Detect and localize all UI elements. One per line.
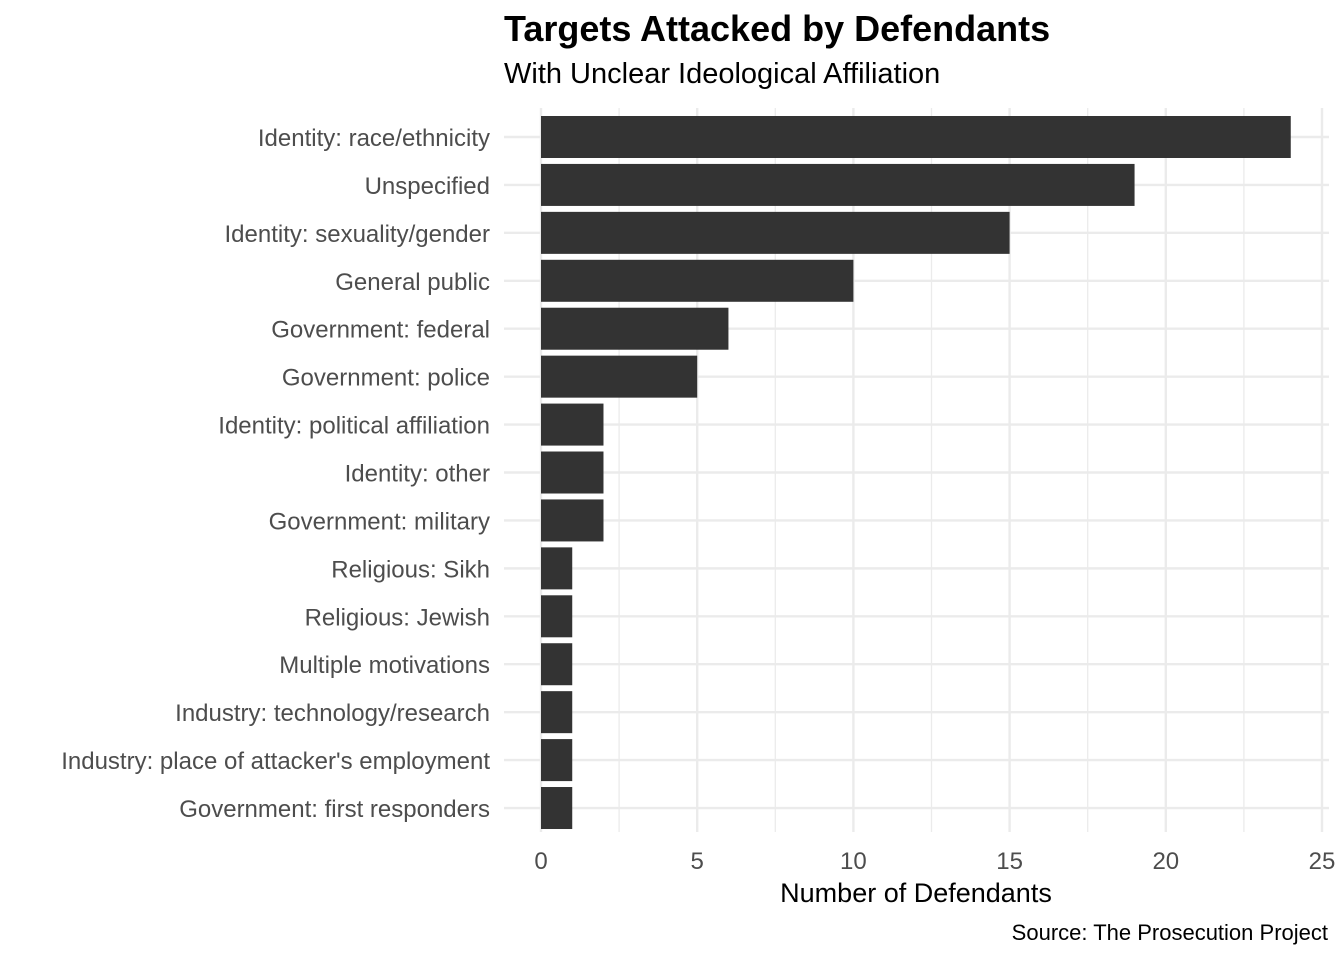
bar: [541, 595, 573, 638]
category-label: Identity: sexuality/gender: [225, 221, 491, 248]
bar: [541, 259, 854, 302]
x-tick-label: 5: [691, 848, 704, 875]
chart-title: Targets Attacked by Defendants: [504, 8, 1051, 49]
bar: [541, 643, 573, 686]
x-tick-label: 20: [1152, 848, 1179, 875]
x-tick-label: 25: [1309, 848, 1336, 875]
category-label: Religious: Jewish: [305, 604, 490, 631]
chart-caption: Source: The Prosecution Project: [1011, 920, 1328, 945]
category-label: Industry: technology/research: [175, 700, 490, 727]
bar: [541, 787, 573, 830]
category-label: Religious: Sikh: [331, 556, 490, 583]
bar: [541, 451, 604, 494]
bar: [541, 499, 604, 542]
x-tick-label: 10: [840, 848, 867, 875]
category-label: Government: military: [269, 508, 490, 535]
bar: [541, 163, 1135, 206]
category-label: Government: first responders: [179, 796, 490, 823]
bar: [541, 547, 573, 590]
category-label: Identity: race/ethnicity: [258, 125, 490, 152]
bar: [541, 739, 573, 782]
bar: [541, 355, 698, 398]
category-label: Multiple motivations: [279, 652, 490, 679]
category-label: Unspecified: [365, 173, 490, 200]
category-label: Identity: other: [345, 461, 490, 488]
x-tick-label: 15: [996, 848, 1023, 875]
bars: [541, 116, 1291, 830]
x-tick-label: 0: [534, 848, 547, 875]
bar: [541, 403, 604, 446]
bar: [541, 307, 729, 350]
category-label: Government: police: [282, 365, 490, 392]
x-axis-tick-labels: 0 5 10 15 20 25: [534, 848, 1335, 875]
bar: [541, 211, 1010, 254]
category-label: Industry: place of attacker's employment: [61, 748, 490, 775]
bar: [541, 691, 573, 734]
category-label: General public: [335, 269, 490, 296]
category-label: Government: federal: [271, 317, 490, 344]
category-label: Identity: political affiliation: [218, 413, 490, 440]
bar: [541, 116, 1291, 158]
chart-subtitle: With Unclear Ideological Affiliation: [504, 58, 941, 90]
category-labels: Identity: race/ethnicity Unspecified Ident…: [61, 125, 490, 823]
x-axis-title: Number of Defendants: [780, 878, 1052, 908]
